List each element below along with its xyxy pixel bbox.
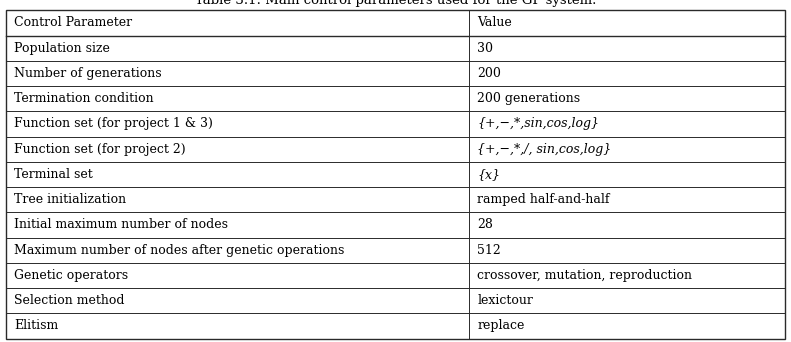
Text: Elitism: Elitism: [14, 319, 59, 332]
Text: 200: 200: [477, 67, 501, 80]
Text: replace: replace: [477, 319, 524, 332]
Text: {+,−,*,sin,cos,log}: {+,−,*,sin,cos,log}: [477, 117, 600, 130]
Text: Genetic operators: Genetic operators: [14, 269, 128, 282]
Text: 512: 512: [477, 244, 501, 257]
Text: Table 3.1: Main control parameters used for the GP system.: Table 3.1: Main control parameters used …: [195, 0, 596, 7]
Text: Termination condition: Termination condition: [14, 92, 154, 105]
Text: Number of generations: Number of generations: [14, 67, 162, 80]
Text: Selection method: Selection method: [14, 294, 125, 307]
Text: lexictour: lexictour: [477, 294, 533, 307]
Text: Function set (for project 2): Function set (for project 2): [14, 143, 186, 156]
Text: Maximum number of nodes after genetic operations: Maximum number of nodes after genetic op…: [14, 244, 345, 257]
Text: crossover, mutation, reproduction: crossover, mutation, reproduction: [477, 269, 692, 282]
Text: Initial maximum number of nodes: Initial maximum number of nodes: [14, 219, 229, 232]
Text: Function set (for project 1 & 3): Function set (for project 1 & 3): [14, 117, 213, 130]
Text: {+,−,*,/, sin,cos,log}: {+,−,*,/, sin,cos,log}: [477, 143, 611, 156]
Text: Population size: Population size: [14, 42, 110, 55]
Text: {x}: {x}: [477, 168, 501, 181]
Text: Tree initialization: Tree initialization: [14, 193, 127, 206]
Text: Value: Value: [477, 16, 512, 29]
Text: ramped half-and-half: ramped half-and-half: [477, 193, 610, 206]
Text: Terminal set: Terminal set: [14, 168, 93, 181]
Text: 30: 30: [477, 42, 494, 55]
Text: Control Parameter: Control Parameter: [14, 16, 132, 29]
Text: 28: 28: [477, 219, 494, 232]
Text: 200 generations: 200 generations: [477, 92, 581, 105]
